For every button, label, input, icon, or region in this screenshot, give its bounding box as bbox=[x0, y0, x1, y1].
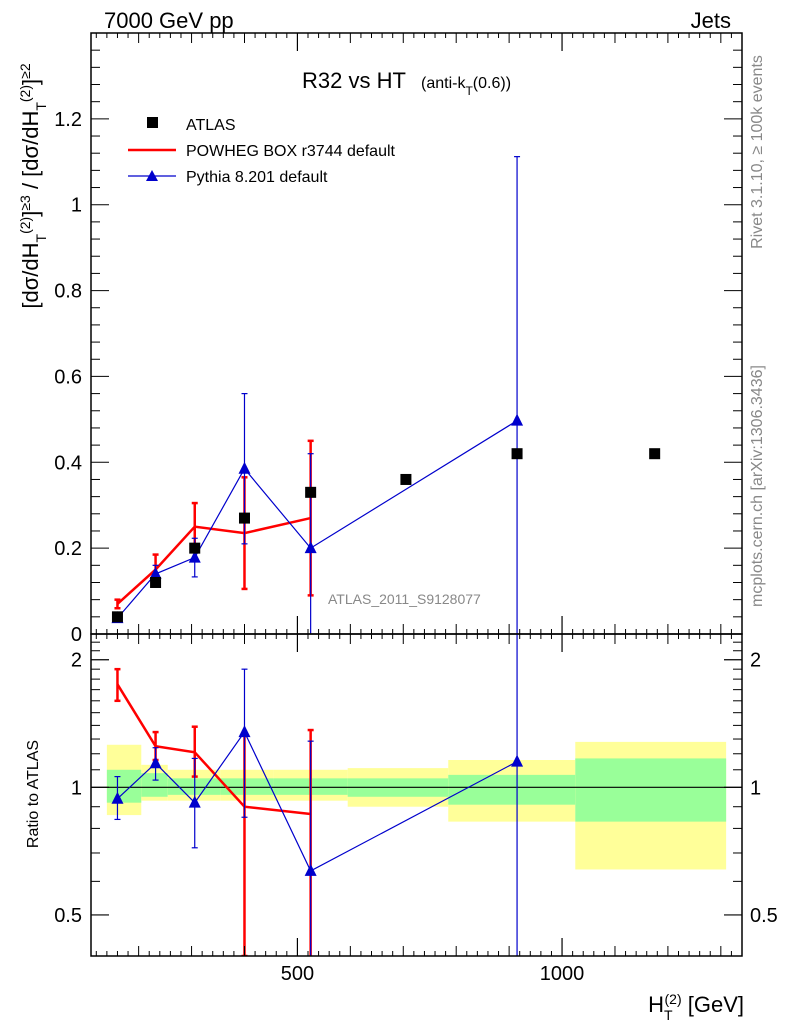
atlas-point bbox=[150, 576, 162, 588]
ratio-y-tick-label-left: 2 bbox=[71, 650, 82, 672]
ratio-y-tick-label-right: 1 bbox=[750, 777, 761, 799]
y-tick-label: 0.4 bbox=[54, 452, 82, 474]
y-tick-label: 1.2 bbox=[54, 109, 82, 131]
uncertainty-band-inner bbox=[106, 769, 142, 803]
atlas-point bbox=[305, 486, 317, 498]
atlas-point bbox=[111, 611, 123, 623]
atlas-point bbox=[238, 512, 250, 524]
ratio-y-axis-label: Ratio to ATLAS bbox=[25, 740, 42, 848]
plot-title-suffix: (anti-kT(0.6)) bbox=[421, 75, 511, 98]
legend-atlas-label: ATLAS bbox=[186, 117, 236, 134]
powheg-line bbox=[116, 516, 311, 605]
pythia-point bbox=[238, 461, 251, 474]
legend-pythia-label: Pythia 8.201 default bbox=[186, 169, 328, 186]
atlas-point bbox=[649, 448, 661, 460]
ratio-panel-frame bbox=[90, 633, 743, 957]
x-tick-label: 500 bbox=[281, 963, 314, 985]
y-tick-label: 0.8 bbox=[54, 281, 82, 303]
pythia-line bbox=[117, 420, 518, 619]
atlas-point bbox=[400, 473, 412, 485]
main-y-axis-label: [dσ/dHT(2)]≥3 / [dσ/dHT(2)]≥2 bbox=[17, 63, 49, 308]
pythia-point bbox=[111, 791, 124, 804]
ratio-y-tick-label-left: 0.5 bbox=[54, 905, 82, 927]
uncertainty-band-inner bbox=[448, 774, 576, 805]
atlas-point bbox=[189, 542, 201, 554]
pythia-point bbox=[304, 541, 317, 554]
y-tick-label: 0.2 bbox=[54, 538, 82, 560]
plot-title: R32 vs HT bbox=[302, 68, 406, 93]
pythia-ratio-line bbox=[117, 730, 518, 872]
ratio-panel: 0.5 0.5 1 1 2 2 500 1000 bbox=[54, 633, 778, 985]
y-tick-label: 0 bbox=[71, 624, 82, 646]
uncertainty-band-inner bbox=[141, 773, 168, 797]
rivet-label: Rivet 3.1.10, ≥ 100k events bbox=[749, 55, 766, 249]
pythia-point bbox=[238, 725, 251, 738]
ratio-y-tick-label-right: 2 bbox=[750, 650, 761, 672]
pythia-point bbox=[304, 863, 317, 876]
pythia-point bbox=[188, 795, 201, 808]
legend-atlas-marker bbox=[147, 117, 158, 128]
ratio-y-tick-label-right: 0.5 bbox=[750, 905, 778, 927]
legend: ATLAS POWHEG BOX r3744 default Pythia 8.… bbox=[128, 117, 396, 186]
powheg-ratio-line bbox=[116, 683, 311, 816]
analysis-watermark: ATLAS_2011_S9128077 bbox=[328, 591, 481, 607]
energy-label: 7000 GeV pp bbox=[104, 8, 234, 33]
mcplots-label: mcplots.cern.ch [arXiv:1306.3436] bbox=[749, 365, 766, 607]
pythia-point bbox=[511, 413, 524, 426]
pythia-point bbox=[188, 550, 201, 563]
main-panel: 0 0.2 0.4 0.6 0.8 1 1.2 bbox=[54, 32, 743, 646]
pythia-point bbox=[511, 754, 524, 767]
legend-pythia-marker bbox=[146, 170, 158, 181]
ratio-y-tick-label-left: 1 bbox=[71, 777, 82, 799]
uncertainty-band-inner bbox=[575, 758, 727, 822]
uncertainty-band-inner bbox=[220, 778, 274, 795]
jets-label: Jets bbox=[691, 8, 731, 33]
x-tick-label: 1000 bbox=[540, 963, 585, 985]
pythia-point bbox=[149, 566, 162, 579]
atlas-point bbox=[511, 448, 523, 460]
x-axis-label: HT(2) [GeV] bbox=[648, 991, 744, 1023]
legend-powheg-label: POWHEG BOX r3744 default bbox=[186, 143, 396, 160]
y-tick-label: 1 bbox=[71, 195, 82, 217]
y-tick-label: 0.6 bbox=[54, 366, 82, 388]
pythia-point bbox=[149, 756, 162, 769]
